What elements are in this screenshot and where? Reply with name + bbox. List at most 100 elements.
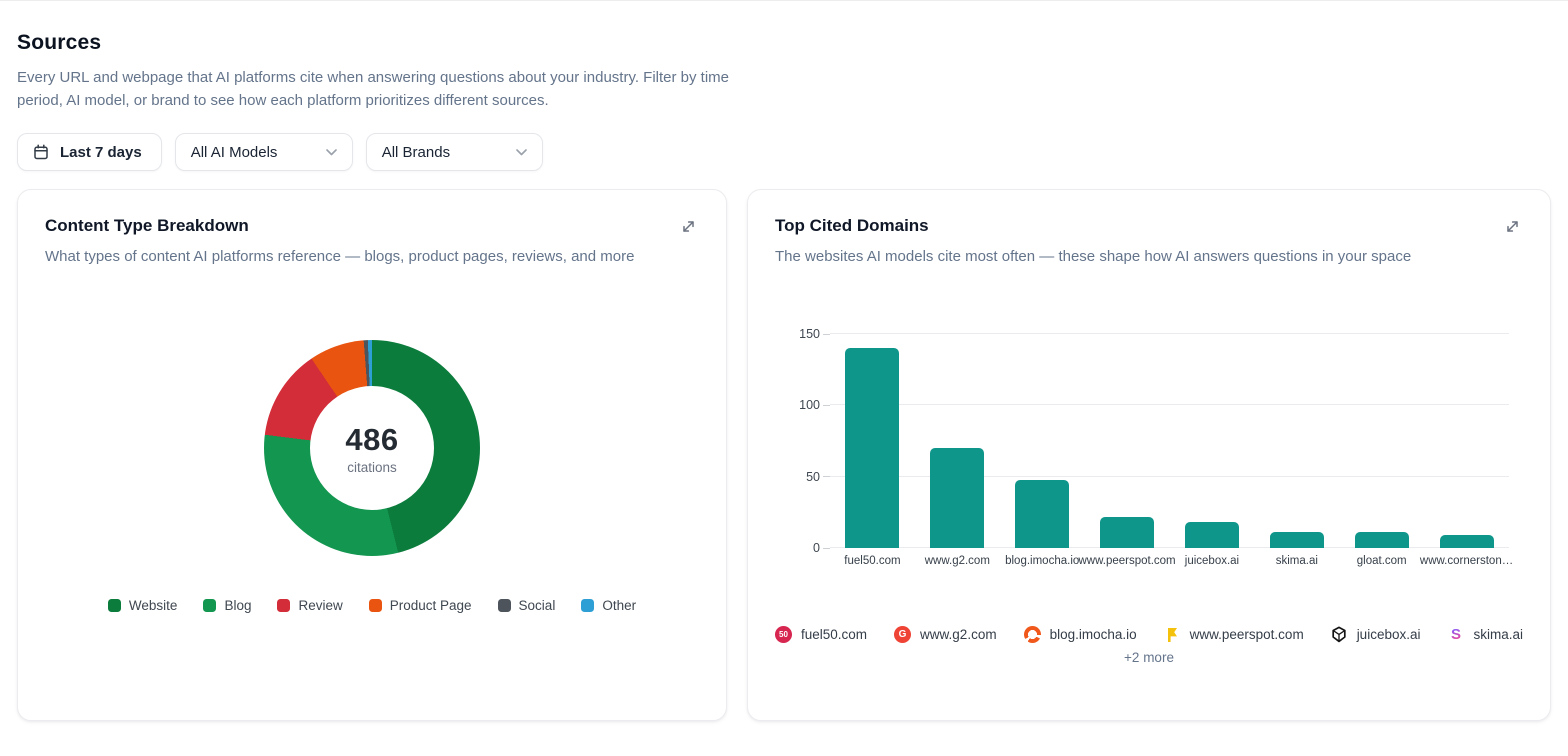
card-title: Content Type Breakdown <box>45 216 249 235</box>
gridline-50 <box>830 475 1509 477</box>
expand-icon <box>683 221 694 232</box>
x-axis-label: gloat.com <box>1356 555 1407 567</box>
legend-item-social[interactable]: Social <box>497 598 555 613</box>
legend-swatch <box>107 599 121 612</box>
bar-plot-area[interactable]: fuel50.com www.g2.com blog.imocha.io www.pe… <box>830 333 1513 567</box>
x-axis-label: www.peerspot.com <box>1078 555 1176 567</box>
ai-model-select[interactable]: All AI Models <box>174 133 353 171</box>
legend-label: Review <box>298 598 343 613</box>
legend-swatch <box>497 599 511 612</box>
y-axis-tick-label: 50 <box>806 469 820 484</box>
x-axis-label: juicebox.ai <box>1184 555 1240 567</box>
filter-bar: Last 7 days All AI Models All Brands <box>17 133 1551 171</box>
x-axis-label: blog.imocha.io <box>1005 555 1080 567</box>
x-axis-label: www.g2.com <box>924 555 990 567</box>
g2-favicon: G <box>894 626 912 643</box>
gridline-150 <box>830 333 1509 334</box>
page-title: Sources <box>17 31 102 54</box>
y-axis-tick-label: 0 <box>813 541 820 555</box>
page-description: Every URL and webpage that AI platforms … <box>17 69 730 109</box>
date-range-button[interactable]: Last 7 days <box>17 133 162 171</box>
y-axis-tick-0: 0 <box>813 541 830 555</box>
legend-swatch <box>368 599 382 612</box>
cited-domain-label: blog.imocha.io <box>1049 627 1137 642</box>
total-citations-caption: citations <box>347 459 397 475</box>
legend-item-other[interactable]: Other <box>581 598 636 613</box>
bar-www.peerspot.com[interactable] <box>1100 516 1155 548</box>
cited-domain-label: www.peerspot.com <box>1189 627 1304 642</box>
y-axis-tick-mark <box>823 404 830 406</box>
x-axis-label: skima.ai <box>1275 555 1318 567</box>
bar-www.cornerston…[interactable] <box>1439 535 1494 548</box>
expand-icon <box>1507 221 1518 232</box>
donut-legend: Website Blog Review Product Page Social Other <box>45 598 699 613</box>
top-domains-bar-chart: 0 50 100 150 fuel50.com www.g2.com blog.imoch… <box>775 327 1513 567</box>
top-divider <box>0 0 1568 1</box>
content-type-donut-chart[interactable]: 486 citations <box>264 340 480 556</box>
imocha-favicon <box>1023 626 1041 643</box>
y-axis-tick-label: 150 <box>799 327 820 341</box>
cited-domain-label: www.g2.com <box>920 627 997 642</box>
gridline-0 <box>830 547 1509 548</box>
legend-swatch <box>203 599 217 612</box>
calendar-icon <box>33 144 49 160</box>
y-axis-tick-100: 100 <box>799 398 830 412</box>
legend-label: Website <box>128 598 178 613</box>
y-axis-tick-mark <box>823 547 830 549</box>
y-axis-tick-mark <box>823 333 830 335</box>
cited-domain-item: juicebox.ai <box>1331 626 1421 643</box>
sources-page: Sources Every URL and webpage that AI pl… <box>0 1 1568 721</box>
gridline-100 <box>830 404 1509 406</box>
skima-favicon: S <box>1450 626 1461 643</box>
y-axis-tick-mark <box>823 476 830 478</box>
cited-domain-label: skima.ai <box>1473 627 1523 642</box>
g2-favicon: G <box>894 626 912 643</box>
chevron-down-icon <box>325 148 337 156</box>
cited-domain-item: 50 fuel50.com <box>775 626 867 643</box>
bar-www.g2.com[interactable] <box>930 448 985 548</box>
x-axis-label: fuel50.com <box>844 555 901 567</box>
more-domains-label[interactable]: +2 more <box>1124 650 1174 665</box>
legend-item-product-page[interactable]: Product Page <box>368 598 472 613</box>
bar-juicebox.ai[interactable] <box>1184 522 1239 548</box>
y-axis-tick-150: 150 <box>799 327 830 341</box>
cited-domain-label: juicebox.ai <box>1356 627 1421 642</box>
expand-button[interactable] <box>1502 216 1523 237</box>
bar-fuel50.com[interactable] <box>845 348 900 548</box>
legend-item-website[interactable]: Website <box>107 598 178 613</box>
legend-swatch <box>277 599 291 612</box>
bar-gloat.com[interactable] <box>1354 532 1409 548</box>
bar-skima.ai[interactable] <box>1269 532 1324 548</box>
juicebox-favicon <box>1331 626 1348 643</box>
brand-select[interactable]: All Brands <box>365 133 543 171</box>
donut-center: 486 citations <box>310 386 434 510</box>
cited-domain-item: www.peerspot.com <box>1164 626 1304 643</box>
card-title: Top Cited Domains <box>775 216 929 235</box>
expand-button[interactable] <box>678 216 699 237</box>
brand-selected-value: All Brands <box>381 143 451 161</box>
y-axis: 0 50 100 150 <box>775 327 830 555</box>
imocha-favicon <box>1023 626 1041 643</box>
chevron-down-icon <box>515 148 527 156</box>
y-axis-tick-label: 100 <box>799 398 820 413</box>
total-citations-value: 486 <box>345 421 399 457</box>
fuel50-favicon: 50 <box>775 626 792 643</box>
legend-label: Other <box>602 598 637 613</box>
legend-item-blog[interactable]: Blog <box>203 598 251 613</box>
cited-domain-label: fuel50.com <box>801 627 868 642</box>
legend-label: Product Page <box>389 598 472 613</box>
date-range-label: Last 7 days <box>60 143 142 161</box>
y-axis-tick-50: 50 <box>806 470 830 484</box>
legend-item-review[interactable]: Review <box>277 598 343 613</box>
content-type-breakdown-card: Content Type Breakdown What types of con… <box>17 189 727 721</box>
bar-blog.imocha.io[interactable] <box>1015 479 1070 548</box>
ai-model-selected-value: All AI Models <box>190 143 278 161</box>
legend-swatch <box>581 599 595 612</box>
legend-label: Blog <box>224 598 252 613</box>
skima-favicon: S <box>1447 626 1464 643</box>
card-subtitle: The websites AI models cite most often —… <box>775 248 1412 265</box>
x-axis-label: www.cornerston… <box>1419 555 1514 567</box>
